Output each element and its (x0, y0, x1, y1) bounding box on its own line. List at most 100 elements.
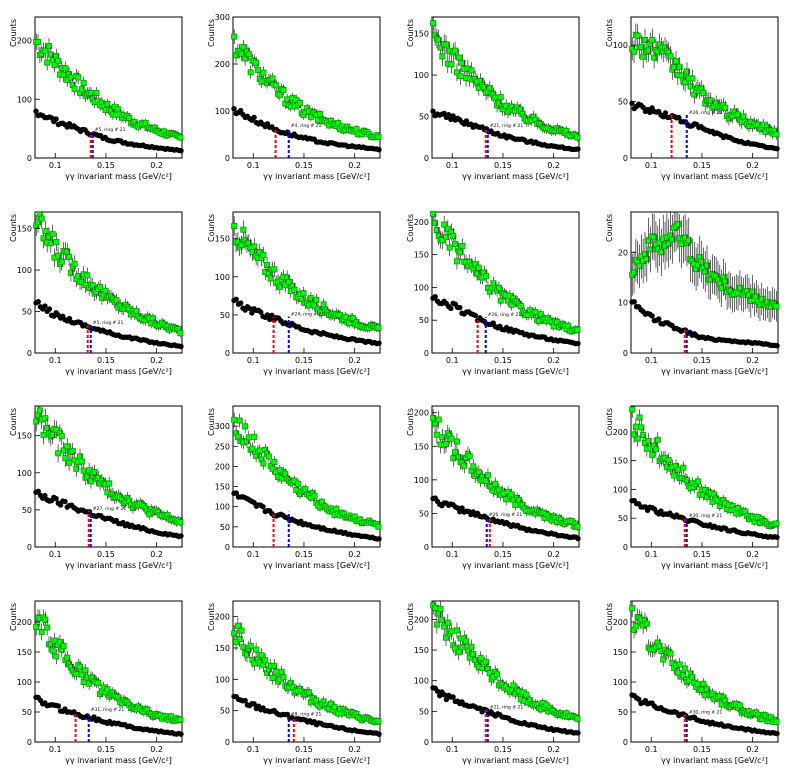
mixed-event-point (667, 650, 674, 657)
same-event-point (656, 316, 662, 322)
same-event-point (445, 112, 452, 118)
mixed-event-point (459, 59, 466, 66)
y-tick-label: 200 (215, 613, 230, 622)
mixed-event-point (497, 94, 504, 101)
y-axis-label: Counts (406, 603, 415, 631)
annotation-label: #5, ring # 21 (95, 127, 126, 133)
annotation-label: #30, ring # 21 (689, 513, 723, 519)
mixed-event-point (453, 69, 460, 76)
mixed-event-point (67, 269, 74, 276)
mixed-event-point (683, 68, 690, 75)
mixed-event-point (311, 492, 318, 499)
mixed-event-series (629, 601, 780, 726)
mixed-event-point (574, 715, 581, 722)
mixed-event-point (42, 47, 49, 54)
mixed-event-point (446, 244, 453, 251)
mixed-event-point (700, 680, 707, 687)
x-tick-label: 0.1 (645, 161, 658, 170)
mixed-event-point (632, 423, 639, 430)
y-tick-label: 200 (215, 462, 230, 471)
x-tick-label: 0.1 (247, 356, 260, 365)
mixed-event-series (33, 33, 184, 141)
y-axis-label: Counts (406, 214, 415, 242)
mixed-event-point (91, 468, 98, 475)
mixed-event-point (282, 282, 289, 289)
mixed-event-point (260, 460, 267, 467)
plot-frame (630, 405, 779, 548)
mixed-event-point (89, 282, 96, 289)
y-tick-label: 0 (27, 154, 32, 163)
mixed-event-point (42, 415, 49, 422)
chart-panel-4: 0 50 100 0.1 0.15 0.2 γγ invariant mass [GeV/c… (605, 16, 780, 181)
same-event-point (33, 108, 39, 114)
same-event-point (676, 114, 682, 121)
mixed-event-point (245, 50, 252, 57)
mixed-event-point (673, 58, 680, 65)
same-event-point (42, 303, 48, 309)
annotation-label: #27, ring # 21 (93, 506, 127, 512)
y-tick-label: 150 (414, 646, 429, 655)
mixed-event-point (749, 288, 756, 295)
y-tick-label: 200 (215, 60, 230, 69)
mixed-event-point (638, 424, 645, 431)
mixed-event-point (477, 655, 484, 662)
x-tick-label: 0.1 (446, 550, 459, 559)
x-axis-label: γγ invariant mass [GeV/c²] (661, 367, 768, 376)
mixed-event-point (82, 667, 89, 674)
chart-panel-7: 0 50 100 150 200 0.1 0.15 0.2 γγ invariant mass … (406, 210, 581, 376)
mixed-event-point (375, 133, 382, 140)
mixed-event-point (73, 465, 80, 472)
mixed-event-point (430, 20, 437, 27)
y-tick-label: 150 (17, 225, 32, 234)
mixed-event-point (44, 624, 51, 631)
mixed-event-point (444, 225, 451, 232)
mixed-event-point (231, 416, 238, 423)
mixed-event-point (56, 639, 63, 646)
same-event-point (233, 490, 239, 496)
mixed-event-point (676, 661, 683, 668)
same-event-point (53, 116, 59, 122)
mixed-event-point (773, 718, 780, 725)
same-event-point (62, 498, 68, 505)
same-event-point (264, 312, 271, 318)
x-tick-label: 0.15 (295, 550, 313, 559)
mixed-event-point (313, 296, 320, 303)
same-event-point (450, 113, 456, 119)
mixed-event-point (280, 674, 287, 681)
x-tick-label: 0.1 (49, 550, 62, 559)
mixed-event-point (71, 260, 78, 267)
y-tick-label: 100 (17, 95, 32, 104)
y-axis-label: Counts (605, 19, 614, 47)
plot-frame (232, 405, 381, 548)
mixed-event-point (453, 627, 460, 634)
mixed-event-point (60, 643, 67, 650)
same-event-series (33, 108, 184, 154)
mixed-event-point (700, 89, 707, 96)
mixed-event-point (243, 651, 250, 658)
y-tick-label: 0 (225, 349, 230, 358)
mixed-event-point (654, 436, 661, 443)
mixed-event-point (38, 628, 45, 635)
annotation-label: #24, ring # 21 (291, 312, 325, 318)
y-tick-label: 100 (414, 283, 429, 292)
mixed-event-point (685, 237, 692, 244)
same-event-point (242, 697, 248, 704)
same-event-point (631, 299, 637, 305)
mixed-event-point (44, 59, 51, 66)
plot-frame (431, 211, 580, 354)
same-event-point (376, 731, 382, 737)
mixed-event-point (640, 432, 647, 439)
mixed-event-point (669, 236, 676, 243)
y-tick-label: 50 (618, 514, 628, 523)
mixed-event-point (667, 53, 674, 60)
mixed-event-series (430, 210, 581, 336)
same-event-point (231, 105, 237, 112)
y-tick-label: 200 (17, 37, 32, 46)
mixed-event-point (649, 36, 656, 43)
x-tick-label: 0.2 (348, 356, 361, 365)
x-tick-label: 0.1 (247, 161, 260, 170)
mixed-event-point (665, 457, 672, 464)
mixed-event-point (231, 630, 238, 637)
mixed-event-point (704, 262, 711, 269)
same-event-point (459, 505, 465, 511)
